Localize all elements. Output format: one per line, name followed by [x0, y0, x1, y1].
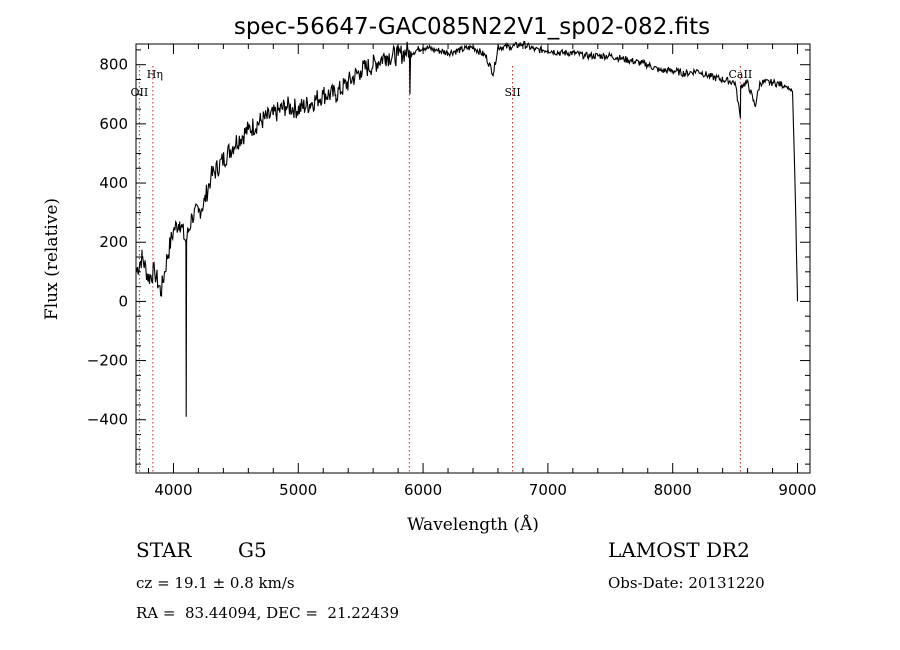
- redshift-text: cz = 19.1 ± 0.8 km/s: [136, 574, 295, 592]
- y-tick-label: 600: [99, 115, 128, 133]
- x-tick-label: 8000: [654, 481, 692, 499]
- y-tick-label: 0: [118, 292, 128, 310]
- y-axis-label: Flux (relative): [42, 198, 62, 320]
- chart-title: spec-56647-GAC085N22V1_sp02-082.fits: [234, 14, 710, 40]
- y-tick-label: 400: [99, 174, 128, 192]
- x-axis-label: Wavelength (Å): [407, 514, 539, 535]
- line-label: Hη: [147, 68, 163, 81]
- x-tick-label: 4000: [154, 481, 192, 499]
- line-label: OII: [131, 86, 149, 99]
- x-tick-label: 5000: [279, 481, 317, 499]
- survey-name: LAMOST DR2: [608, 538, 750, 562]
- line-label: CaII: [729, 68, 753, 81]
- y-tick-label: 200: [99, 233, 128, 251]
- observation-date: Obs-Date: 20131220: [608, 574, 765, 592]
- x-tick-label: 9000: [778, 481, 816, 499]
- axis-ticks: 4000 5000 6000 7000 8000 9000 −400 −200 0 200 400 6…: [87, 44, 817, 499]
- plot-frame: [135, 43, 811, 474]
- line-label: SII: [504, 86, 520, 99]
- x-tick-label: 6000: [404, 481, 442, 499]
- coordinates-text: RA = 83.44094, DEC = 21.22439: [136, 604, 400, 622]
- y-tick-label: 800: [99, 56, 128, 74]
- line-annotations: Hη OII SII CaII: [131, 68, 753, 99]
- spectrum-line: [135, 40, 799, 417]
- object-type: STAR: [136, 538, 192, 562]
- object-class: G5: [238, 538, 267, 562]
- y-tick-label: −400: [87, 411, 128, 429]
- y-tick-label: −200: [87, 352, 128, 370]
- marker-lines: [138, 66, 741, 473]
- x-tick-label: 7000: [529, 481, 567, 499]
